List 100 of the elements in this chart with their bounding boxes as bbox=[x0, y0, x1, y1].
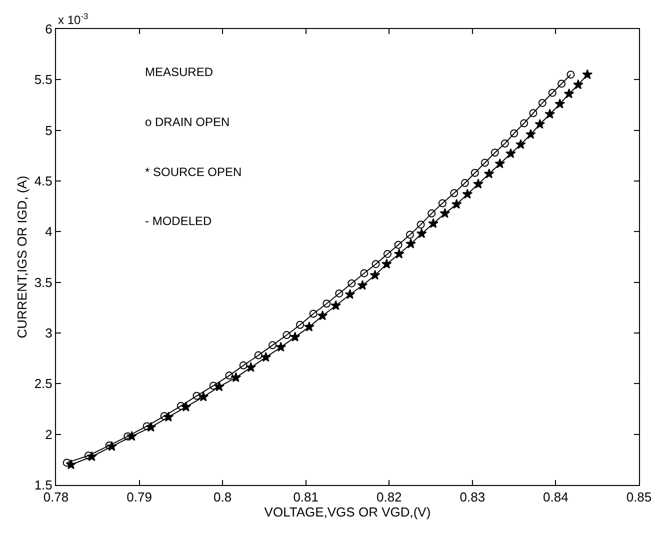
point bbox=[450, 189, 458, 198]
point bbox=[406, 238, 416, 248]
point bbox=[330, 300, 341, 310]
point bbox=[381, 258, 392, 269]
point bbox=[544, 108, 556, 119]
point bbox=[451, 198, 462, 209]
point bbox=[529, 109, 538, 118]
annotation: MEASURED bbox=[145, 65, 214, 79]
y-tick-label: 2.5 bbox=[34, 376, 52, 392]
point bbox=[106, 441, 117, 451]
point bbox=[538, 98, 546, 107]
point bbox=[317, 310, 328, 320]
point bbox=[462, 188, 473, 199]
point bbox=[428, 218, 438, 228]
point bbox=[484, 168, 494, 178]
point bbox=[510, 129, 518, 138]
y-tick-label: 3.5 bbox=[34, 274, 52, 290]
point bbox=[276, 342, 286, 352]
x-tick-label: 0.85 bbox=[626, 490, 652, 505]
point bbox=[582, 69, 593, 80]
point bbox=[62, 458, 71, 467]
point bbox=[209, 382, 218, 390]
point bbox=[480, 158, 489, 167]
point bbox=[66, 459, 76, 470]
point bbox=[126, 430, 137, 441]
point bbox=[239, 361, 248, 370]
point bbox=[548, 88, 556, 97]
point bbox=[564, 88, 574, 98]
point bbox=[198, 391, 209, 402]
point bbox=[372, 260, 380, 268]
point bbox=[282, 331, 291, 340]
point bbox=[558, 80, 566, 88]
point bbox=[473, 178, 484, 188]
point bbox=[260, 352, 272, 362]
point bbox=[566, 70, 575, 79]
point bbox=[360, 269, 368, 278]
x-tick-label: 0.8 bbox=[214, 490, 232, 505]
x-axis-title: VOLTAGE,VGS OR VGD,(V) bbox=[264, 504, 431, 520]
point bbox=[230, 372, 242, 382]
point bbox=[516, 139, 526, 149]
point bbox=[160, 412, 168, 420]
point bbox=[440, 208, 450, 218]
point bbox=[304, 322, 314, 332]
y-tick-label: 6 bbox=[45, 22, 52, 37]
point bbox=[163, 412, 174, 422]
point bbox=[309, 310, 318, 318]
point bbox=[322, 300, 331, 308]
point bbox=[357, 280, 368, 290]
point bbox=[142, 422, 151, 430]
x-tick-label: 0.79 bbox=[126, 490, 152, 505]
point bbox=[176, 402, 185, 410]
point bbox=[192, 392, 201, 400]
y-tick-label: 2 bbox=[45, 426, 52, 442]
y-tick-label: 4.5 bbox=[34, 174, 52, 189]
point bbox=[494, 158, 506, 168]
y-axis-title: CURRENT,IGS OR IGD, (A) bbox=[14, 176, 30, 338]
point bbox=[246, 362, 256, 372]
x-tick-label: 0.84 bbox=[543, 490, 568, 505]
point bbox=[394, 240, 402, 249]
point bbox=[428, 209, 436, 218]
point bbox=[500, 140, 509, 148]
annotation: o DRAIN OPEN bbox=[145, 115, 230, 129]
point bbox=[573, 79, 584, 90]
point bbox=[383, 250, 392, 258]
x-tick-label: 0.81 bbox=[293, 490, 319, 505]
point bbox=[416, 220, 425, 229]
point bbox=[370, 270, 380, 280]
point bbox=[335, 289, 344, 298]
point bbox=[520, 119, 528, 128]
point bbox=[506, 148, 516, 158]
point bbox=[254, 351, 262, 360]
x-tick-label: 0.82 bbox=[376, 490, 402, 505]
point bbox=[394, 248, 404, 258]
annotation: - MODELED bbox=[145, 214, 212, 228]
point bbox=[268, 341, 277, 350]
point bbox=[348, 279, 356, 288]
point bbox=[214, 381, 224, 392]
point bbox=[460, 179, 469, 188]
point bbox=[290, 332, 300, 342]
point bbox=[490, 148, 499, 157]
y-tick-label: 5.5 bbox=[34, 72, 52, 88]
x-tick-label: 0.83 bbox=[460, 490, 486, 505]
point bbox=[146, 422, 156, 432]
point bbox=[296, 320, 304, 329]
point bbox=[416, 228, 427, 238]
point bbox=[180, 402, 192, 412]
y-tick-label: 3 bbox=[45, 326, 52, 341]
point bbox=[534, 118, 546, 129]
point bbox=[526, 128, 536, 139]
y-tick-label: 4 bbox=[45, 224, 52, 240]
point bbox=[470, 168, 479, 177]
point bbox=[225, 372, 234, 380]
point bbox=[344, 289, 356, 299]
point bbox=[406, 230, 414, 239]
text: x 10$^{-3}$ bbox=[58, 11, 88, 28]
point bbox=[86, 451, 97, 462]
point bbox=[438, 199, 446, 208]
annotation: * SOURCE OPEN bbox=[145, 165, 242, 179]
point bbox=[554, 98, 566, 108]
y-tick-label: 5 bbox=[45, 122, 52, 138]
